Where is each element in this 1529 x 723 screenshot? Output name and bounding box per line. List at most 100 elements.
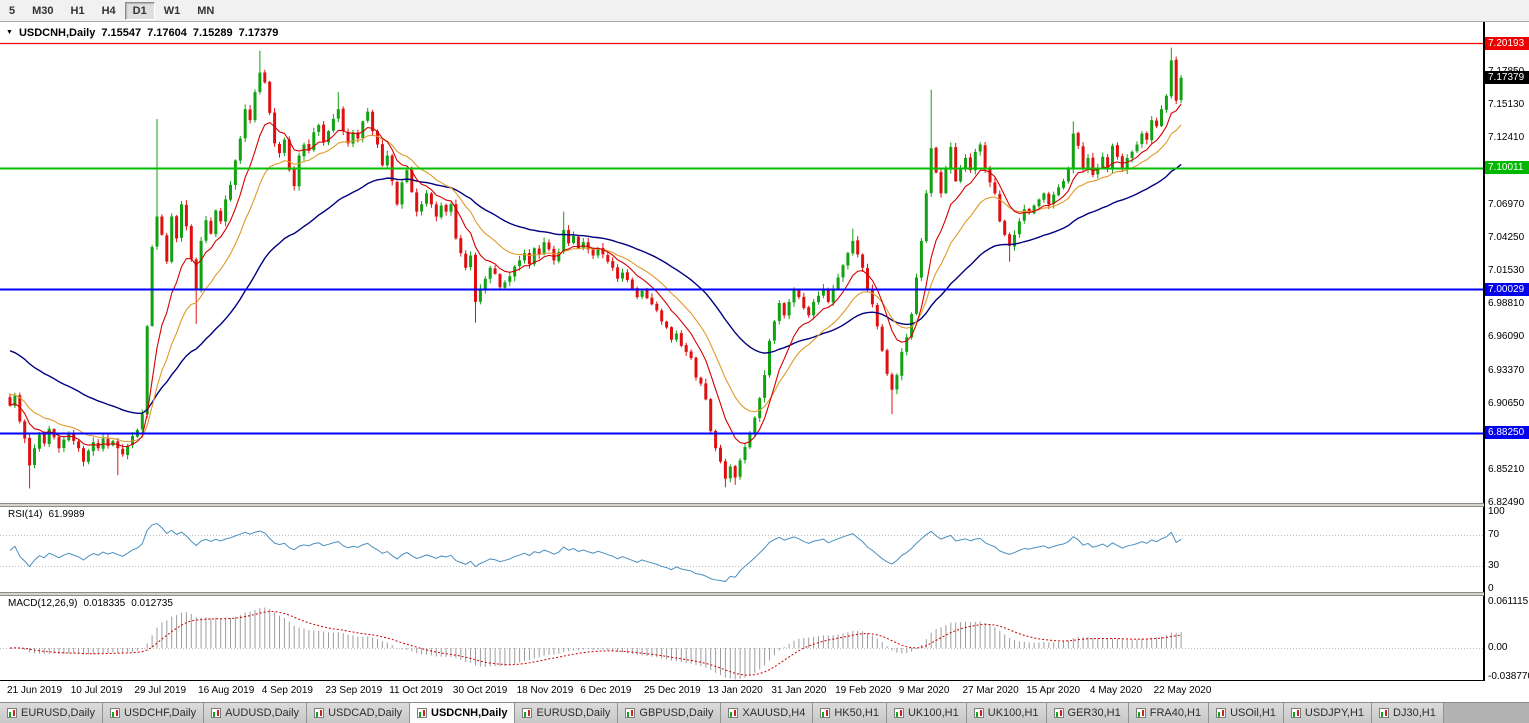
price-badge: 7.10011 xyxy=(1485,161,1529,175)
tab-label: GBPUSD,Daily xyxy=(639,707,714,719)
tab-eurusd-daily[interactable]: EURUSD,Daily xyxy=(515,703,619,723)
tab-usdchf-daily[interactable]: USDCHF,Daily xyxy=(102,703,205,723)
time-axis-label: 15 Apr 2020 xyxy=(1026,685,1081,696)
time-axis-label: 18 Nov 2019 xyxy=(516,685,574,696)
chart-icon xyxy=(625,708,636,718)
tab-label: EURUSD,Daily xyxy=(21,707,95,719)
tab-usdcnh-daily[interactable]: USDCNH,Daily xyxy=(410,703,516,723)
price-badge: 7.20193 xyxy=(1485,36,1529,50)
ohlc-high: 7.17604 xyxy=(147,27,187,39)
tab-hk50-h1[interactable]: HK50,H1 xyxy=(813,703,887,723)
tab-usdjpy-h1[interactable]: USDJPY,H1 xyxy=(1283,703,1373,723)
macd-name: MACD(12,26,9) xyxy=(8,598,78,609)
macd-main-value: 0.018335 xyxy=(83,598,126,609)
macd-indicator-label: MACD(12,26,9) 0.018335 0.012735 xyxy=(8,598,173,609)
tab-xauusd-h4[interactable]: XAUUSD,H4 xyxy=(721,703,814,723)
macd-axis-label: 0.00 xyxy=(1488,642,1508,653)
tab-fra40-h1[interactable]: FRA40,H1 xyxy=(1128,703,1210,723)
chart-menu-icon[interactable]: ▼ xyxy=(6,29,13,36)
price-axis-label: 6.85210 xyxy=(1488,464,1525,476)
time-axis-label: 6 Dec 2019 xyxy=(580,685,632,696)
symbol-tab-bar: EURUSD,Daily USDCHF,Daily AUDUSD,Daily USDC… xyxy=(0,702,1529,723)
time-axis[interactable]: 21 Jun 2019 10 Jul 2019 29 Jul 2019 16 Aug … xyxy=(0,681,1484,702)
time-axis-label: 21 Jun 2019 xyxy=(7,685,63,696)
chart-icon xyxy=(1053,708,1064,718)
tab-label: FRA40,H1 xyxy=(1149,707,1202,719)
ohlc-low: 7.15289 xyxy=(192,27,233,39)
pane-splitter-rsi[interactable] xyxy=(0,503,1484,507)
rsi-axis-label: 0 xyxy=(1488,583,1494,594)
timeframe-h1-button[interactable]: H1 xyxy=(63,2,93,20)
time-axis-label: 4 Sep 2019 xyxy=(261,685,313,696)
timeframe-w1-button[interactable]: W1 xyxy=(156,2,189,20)
chart-icon xyxy=(314,708,325,718)
rsi-axis-label: 100 xyxy=(1488,506,1505,517)
price-axis-label: 7.15130 xyxy=(1488,99,1525,111)
time-axis-label: 23 Sep 2019 xyxy=(325,685,383,696)
pane-splitter-macd[interactable] xyxy=(0,592,1484,596)
tab-ger30-h1[interactable]: GER30,H1 xyxy=(1046,703,1129,723)
tab-uk100-h1[interactable]: UK100,H1 xyxy=(886,703,967,723)
macd-signal-value: 0.012735 xyxy=(131,598,173,609)
chart-symbol-period: USDCNH,Daily xyxy=(18,27,96,39)
tab-audusd-daily[interactable]: AUDUSD,Daily xyxy=(204,703,308,723)
time-axis-label: 13 Jan 2020 xyxy=(707,685,763,696)
rsi-axis-label: 70 xyxy=(1488,529,1500,541)
chart-icon xyxy=(1135,708,1146,718)
price-chart-canvas[interactable] xyxy=(0,22,1484,681)
time-axis-label: 19 Feb 2020 xyxy=(835,685,892,696)
ohlc-close: 7.17379 xyxy=(238,27,279,39)
tab-usdcad-daily[interactable]: USDCAD,Daily xyxy=(307,703,411,723)
price-axis-label: 7.12410 xyxy=(1488,132,1525,144)
rsi-indicator-label: RSI(14) 61.9989 xyxy=(8,509,85,520)
timeframe-toolbar: 5 M30 H1 H4 D1 W1 MN xyxy=(0,0,1529,22)
time-axis-label: 22 May 2020 xyxy=(1153,685,1212,696)
tab-label: UK100,H1 xyxy=(987,707,1039,719)
price-axis-label: 6.93370 xyxy=(1488,364,1525,376)
tab-label: USOil,H1 xyxy=(1230,707,1276,719)
chart-icon xyxy=(728,708,739,718)
chart-icon xyxy=(1216,708,1227,718)
price-badge: 7.00029 xyxy=(1485,282,1529,296)
price-axis-label: 6.96090 xyxy=(1488,331,1525,343)
tab-label: USDCHF,Daily xyxy=(123,707,197,719)
price-axis-label: 7.04250 xyxy=(1488,231,1525,243)
time-axis-label: 25 Dec 2019 xyxy=(644,685,701,696)
timeframe-m30-button[interactable]: M30 xyxy=(24,2,61,20)
rsi-axis-label: 30 xyxy=(1488,559,1500,571)
tab-usoil-h1[interactable]: USOil,H1 xyxy=(1209,703,1284,723)
tab-uk100-h1[interactable]: UK100,H1 xyxy=(966,703,1047,723)
timeframe-d1-button[interactable]: D1 xyxy=(124,1,155,20)
tab-label: EURUSD,Daily xyxy=(536,707,611,719)
chart-icon xyxy=(893,708,904,718)
price-axis-label: 6.82490 xyxy=(1488,497,1525,509)
tab-dj30-h1[interactable]: DJ30,H1 xyxy=(1372,703,1444,723)
ohlc-open: 7.15547 xyxy=(101,27,142,39)
chart-icon xyxy=(7,708,17,718)
chart-icon xyxy=(417,708,428,718)
tab-eurusd-daily[interactable]: EURUSD,Daily xyxy=(0,703,103,723)
macd-axis-label: -0.038770 xyxy=(1488,671,1529,683)
timeframe-m5-button[interactable]: 5 xyxy=(1,2,23,20)
time-axis-label: 27 Mar 2020 xyxy=(962,685,1019,696)
chart-icon xyxy=(1290,708,1301,718)
rsi-value: 61.9989 xyxy=(48,509,85,520)
time-axis-label: 29 Jul 2019 xyxy=(134,685,187,696)
chart-icon xyxy=(211,708,222,718)
timeframe-h4-button[interactable]: H4 xyxy=(94,2,124,20)
tab-label: UK100,H1 xyxy=(907,707,959,719)
price-badge: 6.88250 xyxy=(1485,426,1529,440)
price-axis-label: 7.01530 xyxy=(1488,265,1525,277)
tab-label: DJ30,H1 xyxy=(1393,707,1436,719)
tab-label: USDCNH,Daily xyxy=(431,707,508,719)
chart-icon xyxy=(522,708,533,718)
price-axis-label: 7.06970 xyxy=(1488,198,1525,210)
price-axis[interactable]: 7.178507.151307.124107.096907.069707.042… xyxy=(1484,22,1529,683)
tab-label: XAUUSD,H4 xyxy=(742,707,806,719)
time-axis-label: 4 May 2020 xyxy=(1089,685,1143,696)
timeframe-mn-button[interactable]: MN xyxy=(189,2,222,20)
chart-icon xyxy=(109,708,120,718)
macd-axis-label: 0.061115 xyxy=(1488,596,1529,608)
tab-gbpusd-daily[interactable]: GBPUSD,Daily xyxy=(618,703,722,723)
